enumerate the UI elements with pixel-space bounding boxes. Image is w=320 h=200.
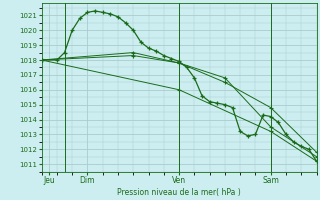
X-axis label: Pression niveau de la mer( hPa ): Pression niveau de la mer( hPa ) xyxy=(117,188,241,197)
